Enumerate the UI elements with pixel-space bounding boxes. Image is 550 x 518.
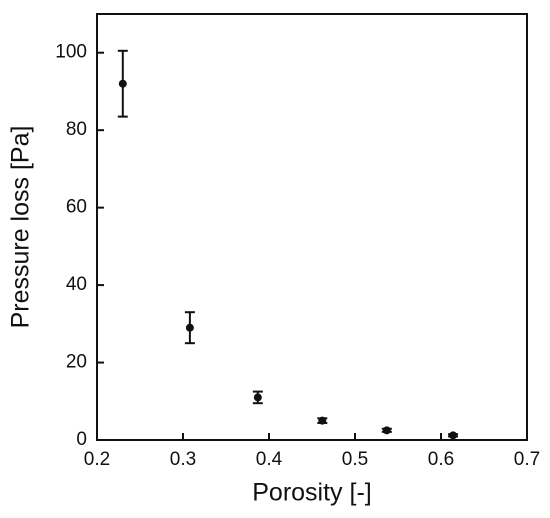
- y-tick-label: 40: [66, 274, 87, 295]
- x-tick-label: 0.6: [428, 449, 454, 470]
- y-tick-label: 100: [55, 42, 87, 63]
- y-tick-label: 20: [66, 352, 87, 373]
- x-tick-label: 0.7: [514, 449, 540, 470]
- y-axis-label: Pressure loss [Pa]: [7, 126, 35, 329]
- point: [382, 426, 391, 435]
- point: [318, 416, 327, 425]
- y-tick-label: 0: [76, 429, 87, 450]
- x-tick-label: 0.5: [342, 449, 368, 470]
- point: [185, 323, 194, 332]
- x-axis-label: Porosity [-]: [252, 479, 371, 507]
- x-tick-label: 0.2: [84, 449, 110, 470]
- y-tick-label: 80: [66, 119, 87, 140]
- plot-frame: [96, 13, 528, 441]
- point: [449, 431, 458, 440]
- point: [253, 393, 262, 402]
- x-tick-label: 0.4: [256, 449, 283, 470]
- y-tick-label: 60: [66, 197, 87, 218]
- x-tick-label: 0.3: [170, 449, 196, 470]
- point: [118, 79, 127, 88]
